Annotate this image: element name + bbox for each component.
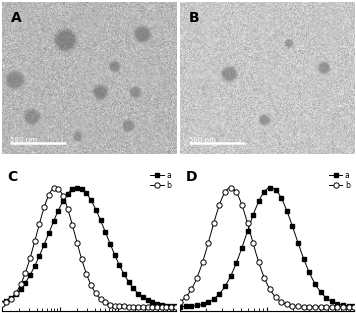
Legend: a, b: a, b: [328, 170, 350, 191]
Text: 500 nm: 500 nm: [189, 137, 216, 143]
Text: C: C: [7, 171, 17, 184]
Text: A: A: [10, 11, 21, 25]
Legend: a, b: a, b: [150, 170, 172, 191]
Text: B: B: [189, 11, 199, 25]
Text: D: D: [185, 171, 197, 184]
Text: 500 nm: 500 nm: [10, 137, 37, 143]
